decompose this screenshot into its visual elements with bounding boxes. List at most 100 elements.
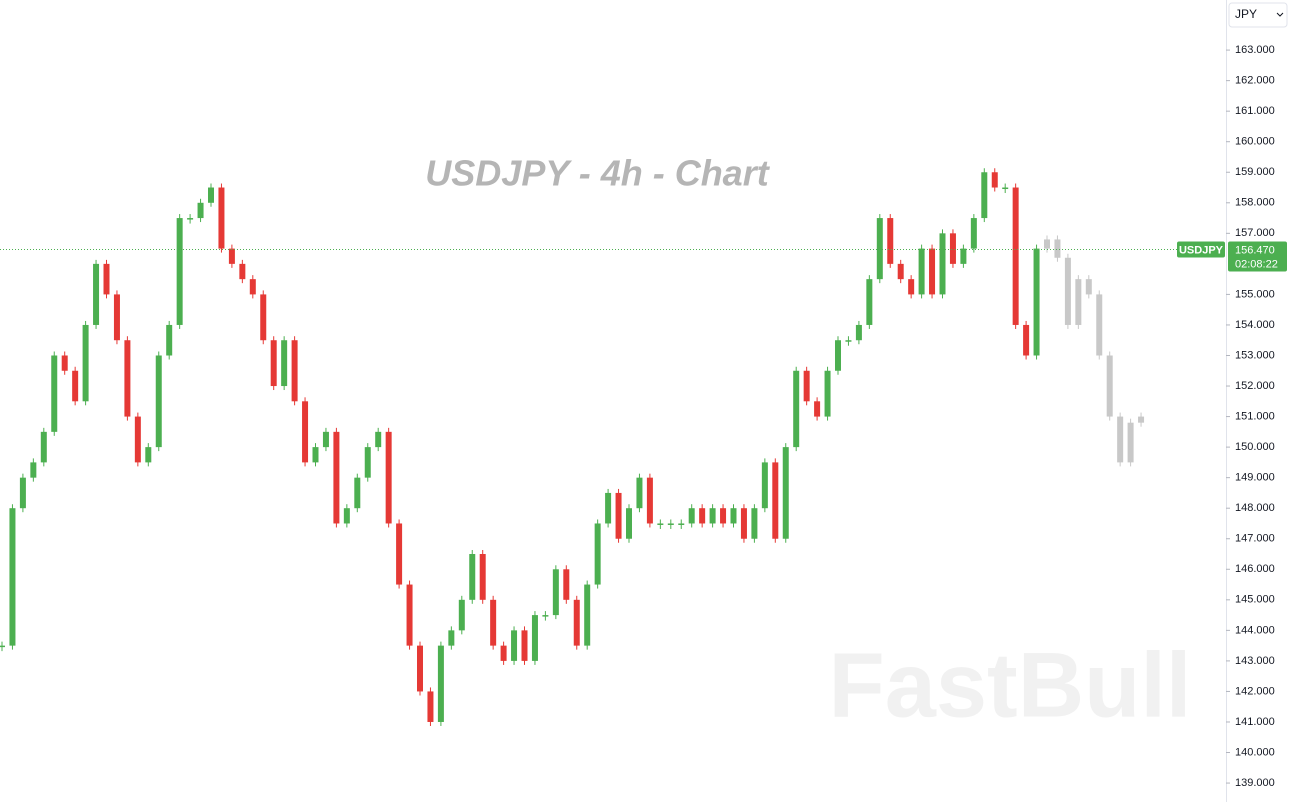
candle: [166, 324, 173, 356]
candle: [1012, 187, 1019, 325]
y-tick-label: 158.000: [1235, 197, 1275, 209]
candle: [9, 508, 16, 646]
candle: [19, 477, 26, 509]
candle: [458, 599, 465, 631]
y-tick-label: 149.000: [1235, 472, 1275, 484]
y-tick-label: 155.000: [1235, 288, 1275, 300]
candle: [281, 340, 288, 387]
candle: [406, 584, 413, 646]
y-tick-label: 141.000: [1235, 716, 1275, 728]
candle: [479, 554, 486, 600]
candle: [730, 508, 737, 524]
candle: [176, 218, 183, 325]
candle: [437, 645, 444, 722]
candle: [803, 370, 810, 402]
candle: [239, 263, 246, 280]
candle: [761, 462, 768, 509]
candle: [500, 645, 507, 661]
candle: [688, 508, 695, 524]
candle: [709, 508, 716, 524]
candle: [312, 447, 319, 463]
y-tick-label: 139.000: [1235, 777, 1275, 789]
y-tick-label: 144.000: [1235, 624, 1275, 636]
candle: [490, 599, 497, 646]
candle: [1023, 324, 1030, 356]
candle: [187, 218, 194, 220]
candle: [720, 508, 727, 524]
candle: [929, 248, 936, 295]
candle: [260, 294, 267, 341]
y-tick-label: 143.000: [1235, 655, 1275, 667]
candle: [249, 279, 256, 295]
y-tick-label: 157.000: [1235, 227, 1275, 239]
candle: [1064, 257, 1071, 325]
candle: [270, 340, 277, 387]
candle: [981, 172, 988, 219]
candle: [469, 554, 476, 600]
candle: [511, 630, 518, 661]
candle: [124, 340, 131, 417]
candle: [594, 523, 601, 585]
candle: [908, 279, 915, 295]
candle: [448, 630, 455, 646]
y-tick-label: 146.000: [1235, 563, 1275, 575]
candle: [531, 615, 538, 661]
candle: [1085, 279, 1092, 295]
candle: [835, 340, 841, 371]
candle: [113, 294, 120, 341]
candle: [72, 370, 79, 402]
candle: [82, 324, 89, 402]
candle: [208, 187, 214, 203]
candle: [991, 172, 998, 188]
candle: [302, 401, 309, 463]
y-tick-label: 163.000: [1235, 44, 1275, 56]
candle: [855, 324, 862, 341]
candle: [134, 416, 141, 463]
candle: [197, 202, 204, 219]
candle: [155, 355, 162, 448]
candle: [1075, 279, 1082, 325]
candle: [30, 462, 37, 478]
currency-select[interactable]: [1228, 2, 1288, 28]
candle: [375, 431, 382, 448]
candle: [93, 263, 100, 325]
y-tick-label: 140.000: [1235, 746, 1275, 758]
candle: [364, 447, 371, 478]
candle: [949, 233, 956, 264]
candle: [552, 569, 559, 616]
y-tick-label: 160.000: [1235, 136, 1275, 148]
candle: [751, 508, 758, 539]
chart-title: USDJPY - 4h - Chart: [425, 153, 770, 194]
candle: [417, 645, 423, 692]
candle: [740, 508, 747, 539]
candle: [573, 599, 580, 646]
candle: [939, 233, 946, 295]
candle: [960, 248, 967, 264]
candle: [866, 279, 873, 325]
candle: [0, 645, 5, 648]
candle: [646, 477, 653, 524]
candle: [876, 218, 883, 280]
candle: [354, 477, 361, 509]
candle: [218, 187, 225, 249]
candle: [667, 523, 674, 525]
candle: [1117, 416, 1124, 463]
candle: [887, 218, 894, 264]
candle: [970, 218, 977, 249]
candle: [61, 355, 68, 371]
y-tick-label: 151.000: [1235, 410, 1275, 422]
candle: [396, 523, 403, 585]
candle: [772, 462, 779, 539]
candle: [291, 340, 298, 402]
candle: [897, 263, 904, 280]
candle: [605, 492, 612, 524]
candle: [427, 691, 434, 722]
candle: [145, 447, 152, 463]
candle: [563, 569, 570, 600]
candle: [636, 477, 643, 509]
candle: [1054, 239, 1061, 258]
y-tick-label: 162.000: [1235, 75, 1275, 87]
candle: [343, 508, 350, 524]
y-tick-label: 150.000: [1235, 441, 1275, 453]
